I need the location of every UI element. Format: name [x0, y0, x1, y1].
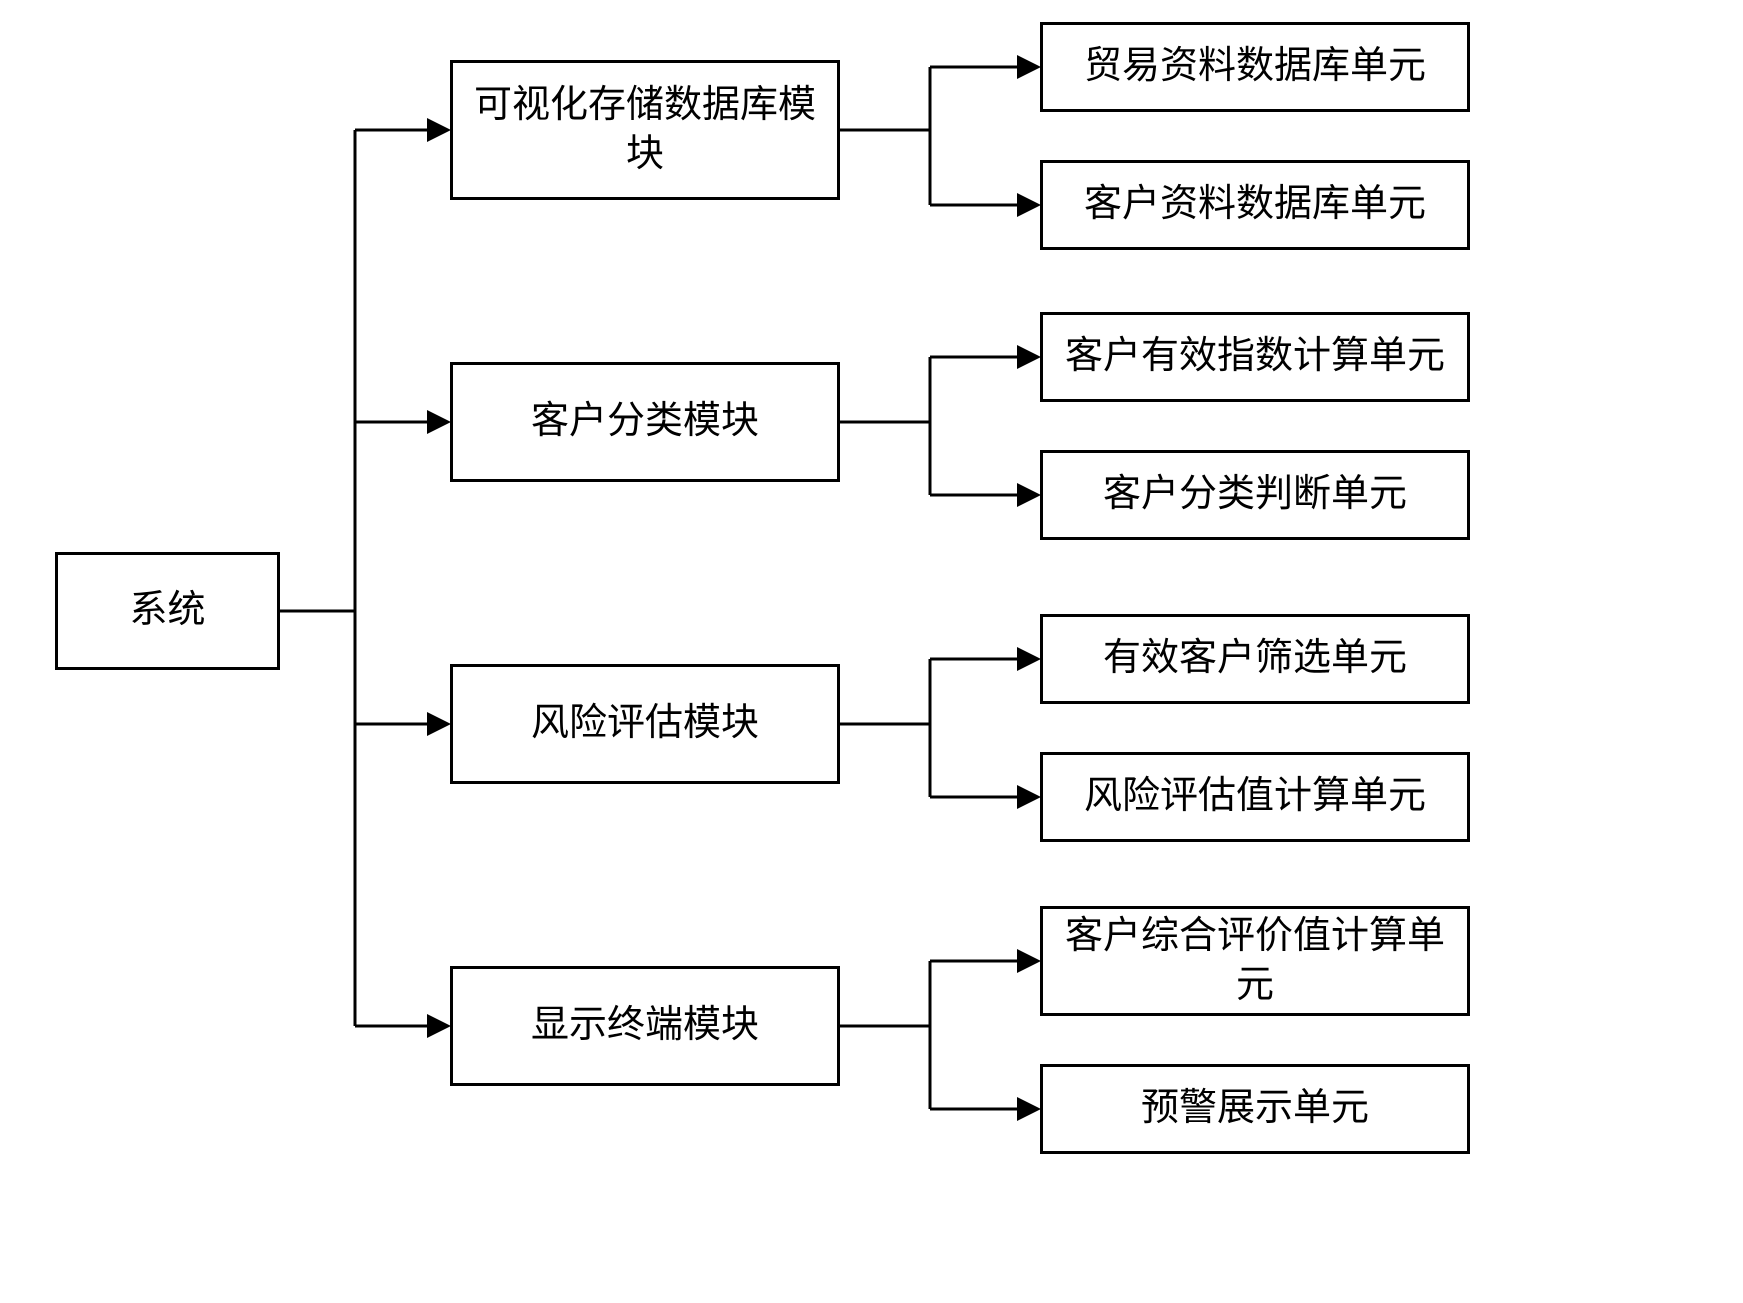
unit-node-3-0: 客户综合评价值计算单元 [1040, 906, 1470, 1016]
unit-node-1-1: 客户分类判断单元 [1040, 450, 1470, 540]
unit-node-2-0: 有效客户筛选单元 [1040, 614, 1470, 704]
module-node-0: 可视化存储数据库模块 [450, 60, 840, 200]
unit-node-0-0: 贸易资料数据库单元 [1040, 22, 1470, 112]
unit-node-3-1: 预警展示单元 [1040, 1064, 1470, 1154]
unit-node-2-1: 风险评估值计算单元 [1040, 752, 1470, 842]
root-node: 系统 [55, 552, 280, 670]
module-node-2: 风险评估模块 [450, 664, 840, 784]
unit-node-1-0: 客户有效指数计算单元 [1040, 312, 1470, 402]
unit-node-0-1: 客户资料数据库单元 [1040, 160, 1470, 250]
module-node-1: 客户分类模块 [450, 362, 840, 482]
module-node-3: 显示终端模块 [450, 966, 840, 1086]
